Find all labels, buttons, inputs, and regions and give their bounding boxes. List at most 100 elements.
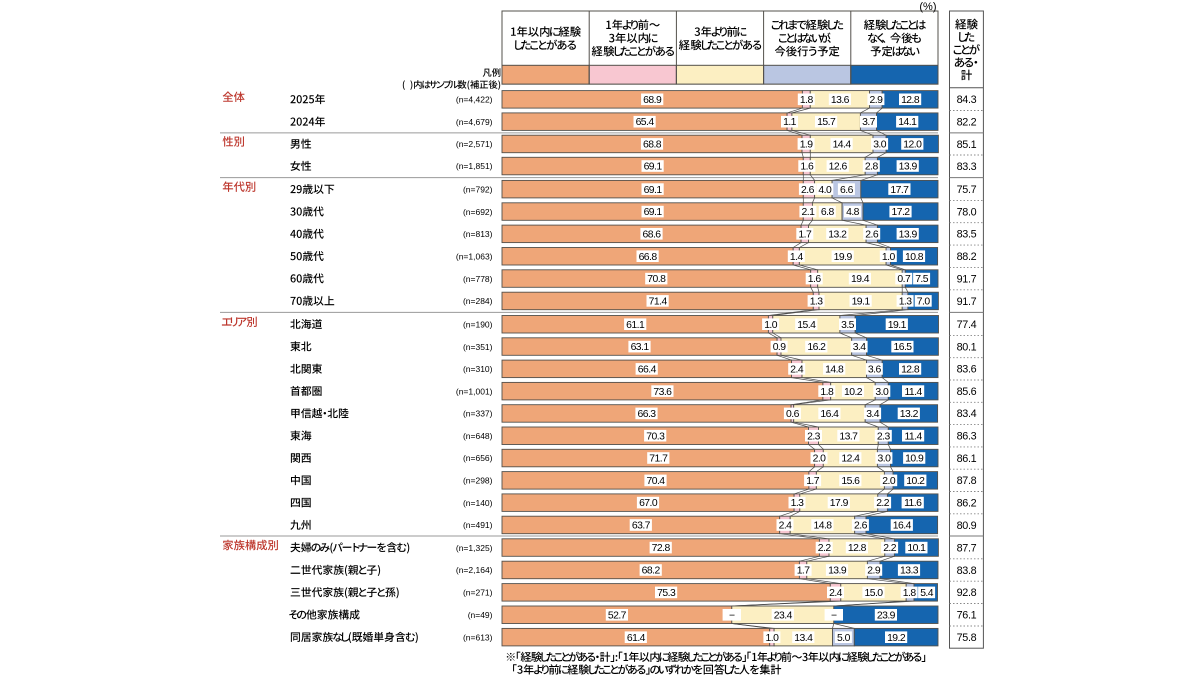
svg-text:23.9: 23.9 [877,610,896,621]
svg-text:10.2: 10.2 [844,387,863,398]
svg-text:68.9: 68.9 [643,95,662,106]
svg-text:(n=337): (n=337) [463,409,493,419]
svg-text:11.6: 11.6 [904,498,922,509]
svg-text:23.4: 23.4 [774,610,793,621]
svg-text:16.4: 16.4 [893,521,912,532]
svg-text:1.7: 1.7 [806,476,820,487]
svg-text:63.1: 63.1 [631,342,650,353]
svg-text:69.1: 69.1 [644,185,663,196]
svg-text:(n=49): (n=49) [468,610,493,620]
svg-text:15.0: 15.0 [864,588,883,599]
svg-text:(n=351): (n=351) [463,342,493,352]
svg-text:0.9: 0.9 [773,342,787,353]
svg-text:(n=692): (n=692) [463,207,493,217]
svg-text:75.3: 75.3 [657,588,676,599]
svg-text:15.7: 15.7 [817,117,836,128]
svg-text:(n=1,001): (n=1,001) [456,386,493,396]
svg-text:6.6: 6.6 [840,185,854,196]
svg-text:0.6: 0.6 [786,409,800,420]
svg-text:6.8: 6.8 [821,207,835,218]
svg-text:4.8: 4.8 [846,207,860,218]
svg-text:1.7: 1.7 [797,566,811,577]
svg-text:83.8: 83.8 [957,565,977,577]
svg-text:87.7: 87.7 [957,542,977,554]
svg-text:13.7: 13.7 [839,431,858,442]
svg-text:7.5: 7.5 [915,274,929,285]
svg-text:92.8: 92.8 [957,587,977,599]
svg-text:13.2: 13.2 [828,229,847,240]
svg-text:12.8: 12.8 [848,543,867,554]
svg-text:63.7: 63.7 [632,521,651,532]
svg-text:61.1: 61.1 [626,320,645,331]
svg-text:2.9: 2.9 [867,566,881,577]
svg-text:83.3: 83.3 [957,161,977,173]
svg-text:3.6: 3.6 [868,365,882,376]
svg-text:11.4: 11.4 [904,387,922,398]
svg-text:71.7: 71.7 [649,454,668,465]
svg-text:2.6: 2.6 [854,521,868,532]
svg-text:19.1: 19.1 [852,297,871,308]
svg-text:(n=778): (n=778) [463,274,493,284]
svg-text:1.6: 1.6 [808,274,822,285]
svg-text:(n=4,679): (n=4,679) [456,117,493,127]
svg-text:11.4: 11.4 [904,431,922,442]
svg-text:83.5: 83.5 [957,229,977,241]
svg-text:19.1: 19.1 [888,320,907,331]
svg-text:2.3: 2.3 [807,431,821,442]
svg-text:66.4: 66.4 [638,365,657,376]
svg-text:68.6: 68.6 [642,229,661,240]
svg-text:12.8: 12.8 [901,365,920,376]
svg-text:1.3: 1.3 [810,297,824,308]
svg-text:2.9: 2.9 [870,95,884,106]
svg-text:2.8: 2.8 [865,162,879,173]
svg-text:1.1: 1.1 [783,117,797,128]
svg-text:85.1: 85.1 [957,139,977,151]
svg-text:(n=491): (n=491) [463,520,493,530]
svg-text:12.0: 12.0 [903,140,922,151]
svg-text:80.1: 80.1 [957,341,977,353]
svg-text:12.6: 12.6 [829,162,848,173]
svg-text:83.4: 83.4 [957,408,977,420]
svg-text:80.9: 80.9 [957,520,977,532]
svg-text:75.8: 75.8 [957,632,977,644]
svg-text:1.8: 1.8 [903,588,917,599]
svg-text:2.6: 2.6 [801,185,815,196]
svg-text:17.2: 17.2 [891,207,910,218]
svg-text:3.0: 3.0 [878,454,892,465]
svg-text:15.4: 15.4 [797,320,816,331]
svg-text:65.4: 65.4 [636,117,655,128]
svg-text:13.9: 13.9 [899,162,918,173]
svg-text:(n=4,422): (n=4,422) [456,95,493,105]
svg-text:(n=190): (n=190) [463,319,493,329]
svg-text:1.9: 1.9 [800,140,814,151]
svg-text:69.1: 69.1 [644,207,663,218]
svg-text:86.1: 86.1 [957,453,977,465]
svg-text:10.8: 10.8 [905,252,924,263]
svg-text:66.8: 66.8 [639,252,658,263]
svg-text:15.6: 15.6 [841,476,860,487]
svg-text:10.1: 10.1 [907,543,926,554]
svg-text:67.0: 67.0 [639,498,658,509]
svg-text:75.7: 75.7 [957,184,977,196]
svg-text:13.2: 13.2 [900,409,919,420]
svg-text:82.2: 82.2 [957,117,977,129]
svg-text:(n=2,571): (n=2,571) [456,139,493,149]
svg-text:3.0: 3.0 [873,140,887,151]
svg-text:(n=284): (n=284) [463,296,493,306]
svg-text:2.6: 2.6 [865,229,879,240]
svg-text:13.3: 13.3 [900,566,919,577]
svg-text:1.4: 1.4 [790,252,804,263]
svg-text:3.4: 3.4 [853,342,867,353]
svg-text:(n=1,325): (n=1,325) [456,543,493,553]
svg-text:1.0: 1.0 [766,633,780,644]
svg-text:−: − [729,610,735,621]
svg-text:10.9: 10.9 [905,454,924,465]
svg-text:(n=2,164): (n=2,164) [456,565,493,575]
svg-text:14.8: 14.8 [825,365,844,376]
svg-text:76.1: 76.1 [957,610,977,622]
svg-text:(n=271): (n=271) [463,588,493,598]
svg-text:(n=1,063): (n=1,063) [456,251,493,261]
svg-text:2.2: 2.2 [818,543,832,554]
svg-text:2.2: 2.2 [883,543,897,554]
svg-text:17.7: 17.7 [890,185,909,196]
